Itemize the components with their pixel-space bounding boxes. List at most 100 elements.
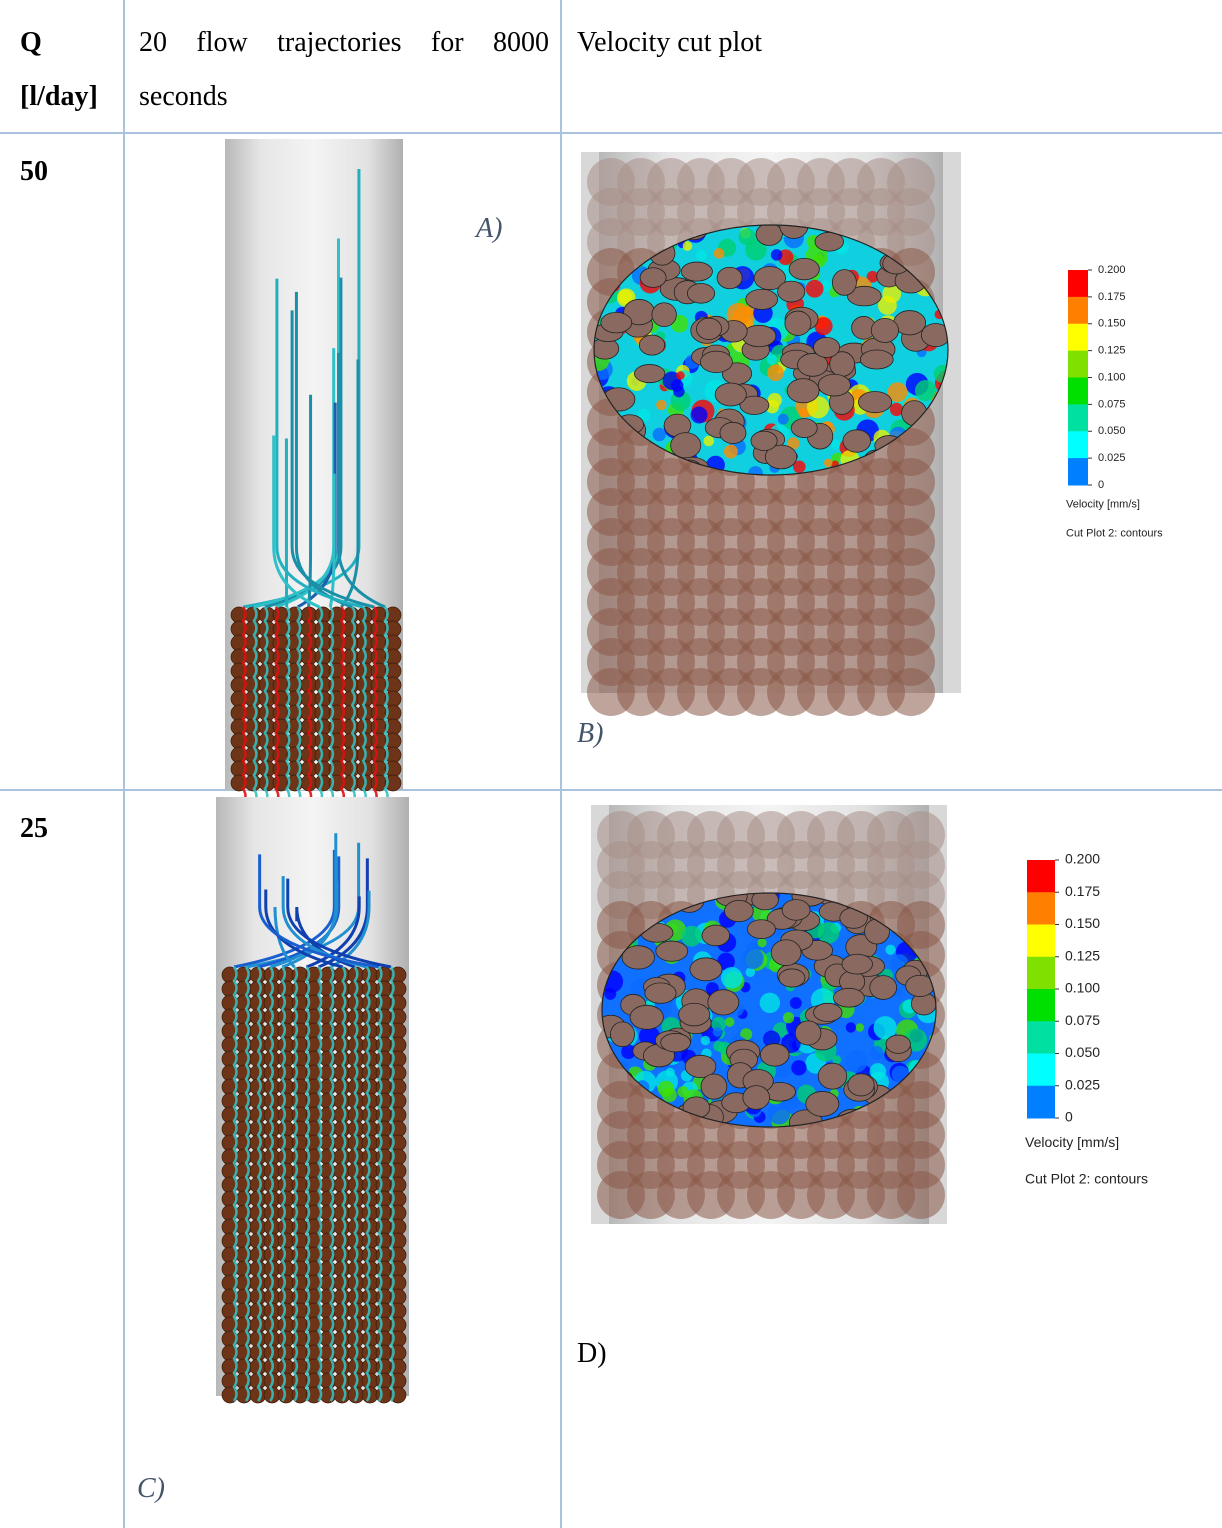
velocity-blob [783,1012,794,1023]
legend-title: Velocity [mm/s] [1066,499,1140,511]
bead-section [782,900,810,921]
legend-band [1068,458,1088,485]
bead-section [848,1074,874,1096]
legend-band [1068,270,1088,297]
velocity-blob [760,993,780,1013]
legend-band [1068,378,1088,405]
bead-section [771,940,801,966]
velocity-blob [714,248,725,259]
bead-section [687,284,714,304]
bead-section [701,1074,727,1099]
velocity-blob [767,365,784,382]
legend-title: Velocity [mm/s] [1025,1134,1119,1150]
legend-band [1027,957,1055,990]
legend-tick-label: 0.150 [1065,915,1100,931]
velocity-blob [704,436,715,447]
velocity-blob [791,1060,806,1075]
legend-tick-label: 0.100 [1098,371,1126,383]
bead-section [661,1033,691,1051]
velocity-blob [656,400,666,410]
bead [334,1387,350,1403]
velocity-blob [683,241,693,251]
bead-section [742,325,776,346]
bead-section [656,941,688,961]
velocity-blob [778,414,789,425]
velocity-blob [767,355,777,365]
velocity-blob [742,948,763,969]
bead-section [818,1063,846,1089]
legend-band [1027,1054,1055,1087]
legend-tick-label: 0 [1098,479,1104,491]
velocity-blob [885,945,895,955]
velocity-blob [845,1050,868,1073]
document: 0.200 0.175 0.150 0.125 0.100 0.075 0.050 0.025… [0,0,1222,1528]
bead-section [630,1005,663,1029]
bead [897,1171,945,1219]
legend-tick-label: 0.075 [1065,1012,1100,1028]
bead-section [601,312,632,333]
bead-section [860,350,893,369]
velocity-blob [666,1068,675,1077]
bead-section [634,365,664,383]
bead-section [779,969,805,987]
panel-label: D) [577,1327,607,1381]
velocity-blob [725,1017,735,1027]
legend-band [1027,860,1055,893]
velocity-blob [701,1036,710,1045]
bead-section [747,920,775,939]
bead-section [681,262,712,281]
legend-band [1068,431,1088,458]
bead-section [842,954,873,974]
bead-section [886,1035,910,1053]
velocity-blob [676,371,685,380]
bead-section [679,1003,710,1026]
legend-band [1027,989,1055,1022]
bead-section [671,433,701,458]
velocity-blob [662,1088,677,1103]
bead-section [743,1086,770,1110]
bead-section [746,289,778,309]
bead-section [696,318,721,339]
legend-tick-label: 0.200 [1098,264,1126,276]
legend-caption: Cut Plot 2: contours [1066,527,1163,539]
legend-band [1068,324,1088,351]
velocity-blob [824,459,833,468]
panel-label: C) [137,1462,165,1516]
header-trajectories: 20 flow trajectories for 8000 seconds [139,16,549,124]
legend-tick-label: 0 [1065,1109,1073,1125]
velocity-blob [653,428,666,441]
bead-section [795,1021,821,1045]
bead-section [858,392,891,413]
velocity-blob [713,1027,722,1036]
bead-section [818,374,850,396]
legend-tick-label: 0.050 [1065,1044,1100,1060]
velocity-blob [846,1022,856,1032]
legend-band [1027,1086,1055,1119]
bead-section [645,983,676,1003]
legend-band [1068,404,1088,431]
velocity-blob [604,988,616,1000]
page: Flow trajectories table {"table": { "hea… [0,0,1222,1528]
legend-tick-label: 0.125 [1065,947,1100,963]
q-value: 50 [20,145,48,199]
bead-section [708,990,739,1015]
bead-section [690,958,722,981]
velocity-blob [890,403,903,416]
legend-caption: Cut Plot 2: contours [1025,1170,1148,1186]
bead-section [814,1003,842,1021]
panel-label: B) [577,707,603,761]
figure-layer: 0.200 0.175 0.150 0.125 0.100 0.075 0.050 0.025… [0,0,1222,1528]
bead-section [832,270,856,296]
legend-tick-label: 0.075 [1098,398,1126,410]
velocity-blob [696,250,707,261]
bead-section [760,1044,789,1066]
velocity-blob [790,997,802,1009]
bead-section [785,311,811,335]
legend-tick-label: 0.025 [1065,1076,1100,1092]
bead-section [778,281,805,302]
bead-section [639,335,664,355]
velocity-blob [724,445,738,459]
panel-label: A) [476,202,502,256]
legend-tick-label: 0.175 [1065,883,1100,899]
bead-section [652,303,676,327]
